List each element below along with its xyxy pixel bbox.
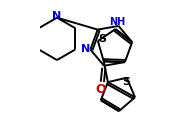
Text: N: N: [52, 11, 62, 21]
Text: NH: NH: [109, 17, 125, 27]
Text: S: S: [123, 77, 131, 87]
Text: O: O: [96, 83, 106, 96]
Text: N: N: [81, 44, 90, 54]
Text: S: S: [98, 34, 106, 44]
